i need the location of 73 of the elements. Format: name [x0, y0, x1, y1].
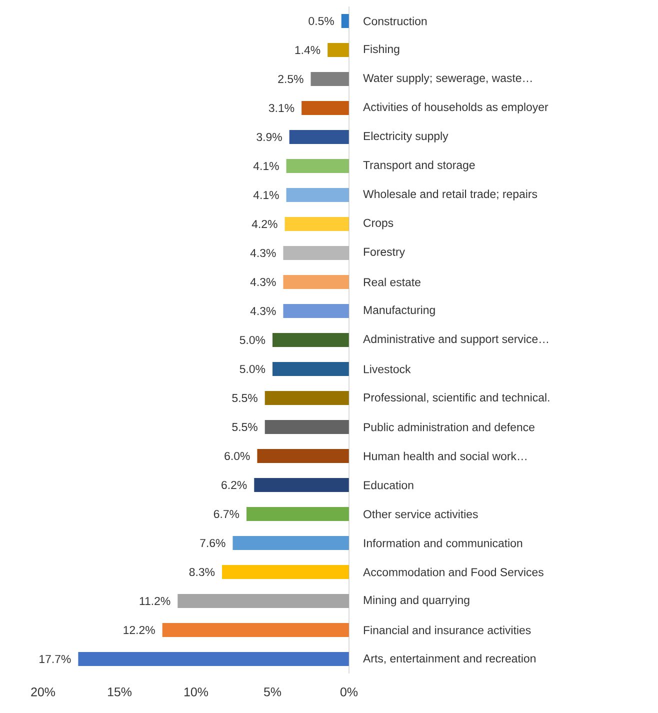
- data-label: 6.0%: [224, 452, 250, 460]
- bar: [341, 14, 349, 28]
- y-tick-label: Accommodation and Food Services: [363, 568, 544, 576]
- y-tick-label: Arts, entertainment and recreation: [363, 654, 536, 664]
- bar: [162, 623, 349, 638]
- y-tick-label: Transport and storage: [363, 160, 475, 172]
- data-label: 5.5%: [232, 394, 258, 402]
- y-tick-label: Real estate: [364, 278, 420, 286]
- data-label: 4.2%: [252, 220, 278, 228]
- y-tick-label: Public administration and defence: [364, 422, 534, 432]
- bar: [272, 362, 349, 376]
- bar: [286, 159, 349, 174]
- y-tick-label: Wholesale and retail trade; repairs: [363, 190, 538, 200]
- bar: [328, 43, 349, 57]
- data-label: 5.5%: [232, 422, 258, 432]
- data-label: 4.1%: [253, 190, 279, 200]
- x-tick-label: 5%: [264, 688, 282, 696]
- bar: [289, 130, 349, 144]
- data-label: 6.7%: [214, 510, 240, 518]
- y-tick-label: Fishing: [364, 44, 400, 56]
- data-label: 2.5%: [278, 74, 304, 84]
- y-tick-label: Human health and social work…: [364, 452, 526, 460]
- y-tick-label: Manufacturing: [364, 306, 435, 316]
- data-label: 4.3%: [250, 248, 276, 258]
- data-label: 5.0%: [240, 336, 266, 344]
- data-label: 0.5%: [308, 16, 334, 26]
- y-tick-label: Mining and quarrying: [364, 596, 470, 606]
- y-tick-label: Financial and insurance activities: [364, 626, 531, 634]
- bar: [283, 246, 349, 260]
- y-tick-label: Livestock: [364, 364, 411, 374]
- bar: [246, 507, 349, 522]
- bar: [283, 275, 349, 290]
- bar: [283, 304, 349, 318]
- data-label: 4.1%: [253, 162, 279, 170]
- y-tick-label: Other service activities: [364, 510, 478, 518]
- data-label: 17.7%: [40, 654, 71, 664]
- bar: [310, 72, 349, 86]
- bar: [232, 536, 349, 550]
- y-tick-label: Information and communication: [364, 538, 522, 548]
- bar: [272, 333, 349, 348]
- bar: [264, 420, 349, 434]
- data-label: 4.3%: [250, 278, 276, 286]
- y-tick-label: Crops: [364, 218, 394, 230]
- bar: [302, 101, 349, 115]
- data-label: 8.3%: [189, 568, 215, 576]
- y-tick-label: Administrative and support service…: [363, 334, 548, 346]
- y-tick-label: Electricity supply: [364, 132, 448, 142]
- y-tick-label: Construction: [364, 16, 427, 26]
- y-tick-label: Professional, scientific and technical.: [364, 393, 550, 403]
- x-tick-label: 20%: [31, 688, 56, 696]
- data-label: 5.0%: [240, 364, 266, 374]
- bar: [284, 217, 349, 232]
- bar: [78, 652, 349, 666]
- y-tick-label: Water supply; sewerage, waste…: [363, 74, 532, 84]
- bar: [286, 188, 349, 202]
- bar: [257, 449, 349, 464]
- data-label: 3.1%: [268, 104, 294, 112]
- bar: [222, 565, 349, 580]
- x-tick-label: 0%: [340, 688, 358, 696]
- y-tick-label: Education: [364, 480, 414, 490]
- x-tick-label: 15%: [108, 688, 132, 696]
- y-tick-label: Activities of households as employer: [363, 102, 548, 114]
- bar: [254, 478, 349, 492]
- data-label: 6.2%: [222, 480, 247, 490]
- bar: [264, 391, 349, 406]
- y-tick-label: Forestry: [364, 248, 406, 258]
- data-label: 12.2%: [124, 626, 155, 634]
- data-label: 4.3%: [250, 306, 276, 316]
- data-label: 3.9%: [256, 132, 282, 142]
- data-label: 1.4%: [295, 46, 320, 54]
- data-label: 11.2%: [140, 596, 170, 606]
- data-label: 7.6%: [200, 538, 226, 548]
- x-tick-label: 10%: [184, 688, 208, 696]
